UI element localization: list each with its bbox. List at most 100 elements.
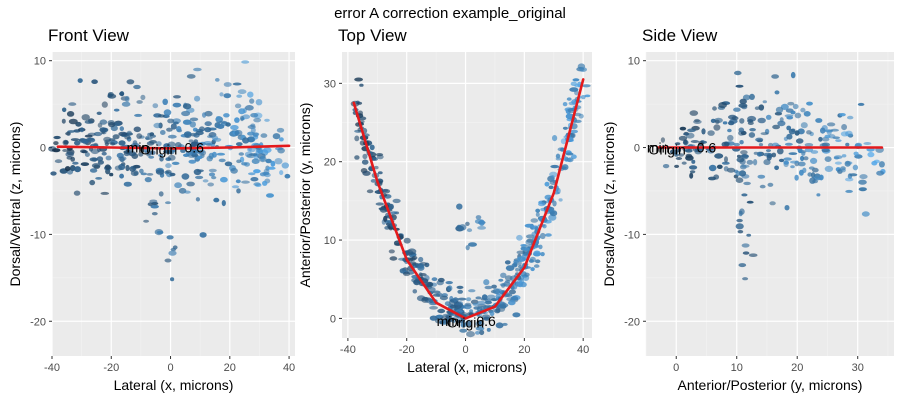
- data-point: [148, 155, 155, 159]
- data-point: [456, 285, 464, 289]
- x-tick-label: -40: [340, 344, 356, 356]
- data-point: [863, 142, 872, 145]
- panel-title: Top View: [338, 26, 407, 45]
- data-point: [77, 78, 83, 83]
- data-point: [678, 153, 684, 157]
- data-point: [780, 103, 789, 110]
- data-point: [100, 191, 110, 195]
- data-point: [262, 171, 270, 176]
- data-point: [769, 201, 776, 206]
- data-point: [156, 230, 164, 235]
- data-point: [132, 140, 138, 145]
- data-point: [383, 215, 388, 222]
- data-point: [232, 82, 242, 86]
- data-point: [125, 164, 130, 172]
- data-point: [437, 277, 445, 283]
- data-point: [89, 179, 96, 186]
- data-point: [196, 142, 205, 146]
- points-layer: [350, 63, 591, 338]
- data-point: [150, 150, 156, 156]
- x-tick-label: -40: [44, 362, 60, 374]
- data-point: [54, 159, 63, 164]
- data-point: [75, 121, 82, 127]
- y-tick-label: 0: [330, 313, 336, 325]
- data-point: [706, 147, 715, 154]
- data-point: [109, 172, 114, 177]
- data-point: [532, 252, 541, 257]
- data-point: [186, 74, 196, 79]
- data-point: [477, 320, 482, 325]
- data-point: [477, 300, 486, 305]
- data-point: [263, 147, 272, 154]
- data-point: [562, 102, 568, 107]
- data-point: [437, 308, 446, 314]
- data-point: [170, 277, 175, 282]
- data-point: [520, 244, 527, 247]
- data-point: [746, 200, 754, 204]
- data-point: [833, 156, 840, 160]
- data-point: [858, 187, 867, 192]
- data-point: [204, 110, 213, 117]
- data-point: [436, 292, 443, 297]
- data-point: [741, 164, 750, 168]
- data-point: [448, 299, 455, 306]
- data-point: [255, 99, 263, 106]
- data-point: [133, 126, 141, 133]
- data-point: [755, 137, 764, 142]
- data-point: [236, 142, 243, 147]
- data-point: [63, 140, 69, 145]
- data-point: [550, 164, 559, 169]
- y-tick-label: -10: [30, 229, 46, 241]
- data-point: [806, 130, 812, 135]
- data-point: [845, 142, 850, 147]
- data-point: [238, 108, 246, 115]
- annotation-label: Origin: [447, 314, 484, 330]
- data-point: [736, 218, 743, 223]
- data-point: [797, 147, 803, 154]
- data-point: [569, 87, 579, 92]
- data-point: [180, 148, 186, 153]
- data-point: [212, 137, 222, 142]
- data-point: [804, 143, 814, 147]
- data-point: [689, 165, 698, 170]
- data-point: [578, 113, 584, 119]
- data-point: [163, 143, 171, 149]
- data-point: [89, 157, 98, 162]
- data-point: [743, 181, 751, 186]
- data-point: [858, 179, 867, 185]
- data-point: [170, 123, 177, 130]
- data-point: [434, 318, 443, 324]
- data-point: [815, 118, 823, 123]
- data-point: [841, 124, 847, 131]
- data-point: [242, 137, 250, 144]
- data-point: [162, 98, 168, 106]
- data-point: [721, 141, 730, 148]
- data-point: [145, 135, 150, 141]
- data-point: [143, 219, 150, 223]
- data-point: [739, 140, 744, 145]
- data-point: [683, 132, 690, 136]
- data-point: [81, 114, 90, 121]
- panel-title: Front View: [48, 26, 130, 45]
- data-point: [465, 221, 470, 226]
- data-point: [372, 157, 378, 161]
- data-point: [172, 102, 182, 108]
- data-point: [766, 149, 771, 153]
- data-point: [691, 159, 696, 164]
- data-point: [771, 74, 779, 79]
- data-point: [669, 149, 679, 155]
- data-point: [758, 104, 765, 111]
- data-point: [708, 164, 717, 172]
- data-point: [223, 82, 232, 87]
- data-point: [460, 323, 467, 328]
- data-point: [112, 134, 120, 140]
- data-point: [388, 249, 395, 254]
- data-point: [253, 117, 262, 123]
- data-point: [489, 311, 495, 317]
- data-point: [556, 187, 561, 195]
- data-point: [245, 105, 254, 111]
- data-point: [726, 167, 736, 173]
- data-point: [481, 314, 491, 320]
- data-point: [707, 130, 715, 136]
- x-tick-label: 10: [731, 362, 743, 374]
